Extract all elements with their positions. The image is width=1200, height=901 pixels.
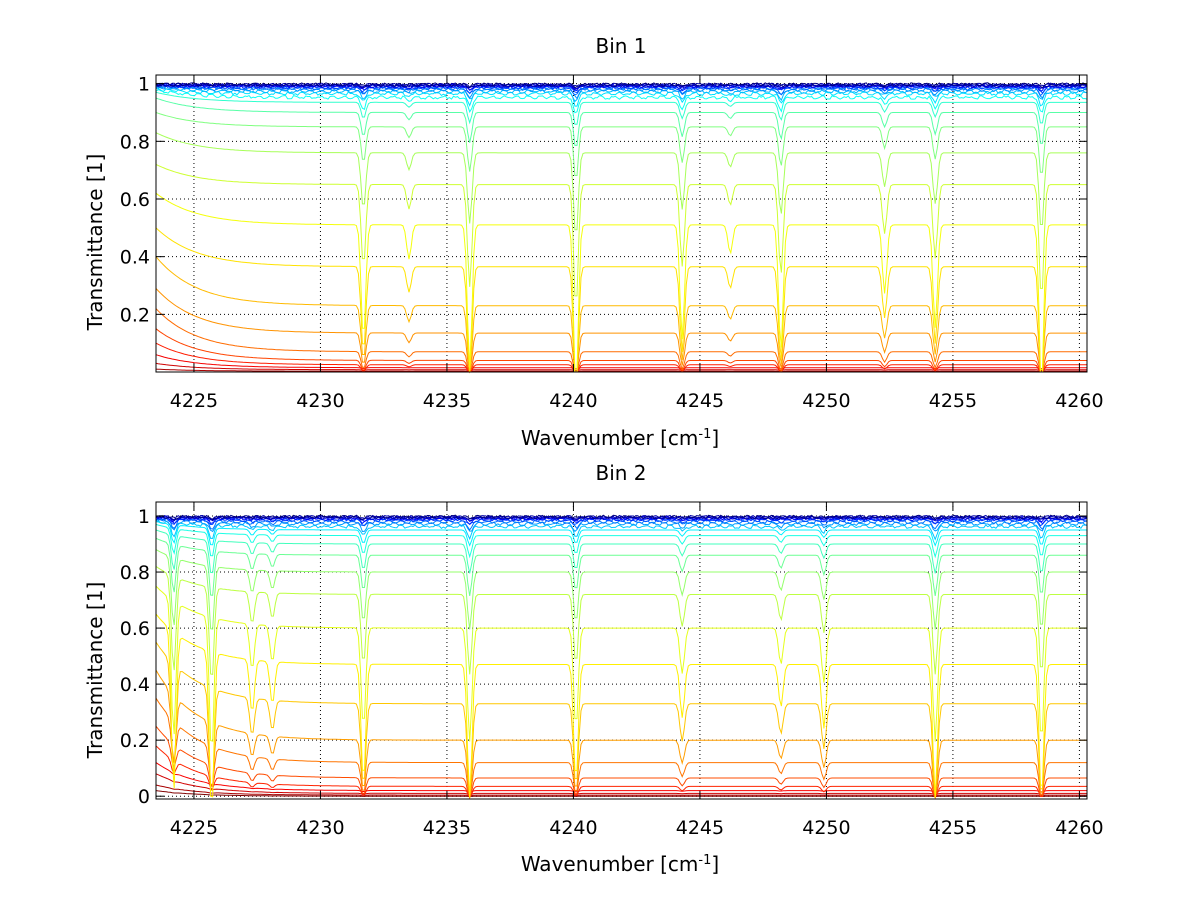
series-lines [155,82,1088,374]
x-tick-label: 4260 [1055,817,1103,839]
series-line [155,514,1088,522]
series-line [155,537,1087,596]
y-axis-title: Transmittance [1] [83,582,107,760]
series-line [155,368,1087,373]
x-tick-label: 4230 [296,390,344,412]
axes-frame [155,74,1088,373]
series-line [155,518,1088,541]
series-line [155,256,1087,373]
y-axis-title: Transmittance [1] [83,154,107,332]
series-line [155,192,1087,373]
series-line [155,163,1087,297]
x-tick-label: 4255 [929,817,977,839]
subplot-bin-1: Bin 1 4225 4230 4235 4240 4245 4250 4255 4260 0… [83,34,1104,450]
x-tick-label: 4250 [802,817,850,839]
x-tick-labels: 4225 4230 4235 4240 4245 4250 4255 4260 [170,817,1104,839]
series-line [155,112,1087,176]
series-line [155,641,1087,798]
tick-marks [156,75,1087,372]
series-line [155,521,1087,547]
grid-lines [156,75,1087,372]
x-axis-title: Wavenumber [cm-1] [521,852,719,876]
series-line [155,565,1087,675]
series-line [155,773,1087,795]
x-tick-labels: 4225 4230 4235 4240 4245 4250 4255 4260 [170,390,1104,412]
series-line [155,745,1087,799]
y-tick-label: 0.8 [120,131,150,153]
series-line [155,697,1087,798]
x-tick-label: 4245 [676,390,724,412]
y-tick-label: 0 [138,786,150,808]
series-line [155,227,1087,373]
y-tick-label: 0.6 [120,189,150,211]
x-tick-label: 4260 [1055,390,1103,412]
grid-lines [156,502,1087,799]
x-tick-label: 4225 [170,817,218,839]
series-line [155,88,1088,114]
series-line [155,308,1087,374]
series-lines [155,514,1088,800]
x-tick-label: 4240 [549,390,597,412]
series-line [155,362,1087,371]
x-tick-label: 4250 [802,390,850,412]
y-tick-label: 1 [138,506,150,528]
series-line [155,132,1087,231]
x-tick-label: 4240 [549,817,597,839]
x-tick-label: 4245 [676,817,724,839]
y-tick-labels: 0 0.2 0.4 0.6 0.8 1 [120,506,150,808]
series-line [155,288,1087,373]
series-line [155,83,1088,92]
y-tick-label: 0.2 [120,304,150,326]
tick-marks [156,502,1087,799]
series-line [155,549,1087,630]
series-line [155,669,1087,798]
y-tick-label: 0.4 [120,674,150,696]
y-tick-label: 0.4 [120,247,150,269]
series-line [155,82,1088,89]
plot-title-bin-2: Bin 2 [595,461,646,485]
series-line [155,613,1087,798]
y-tick-label: 1 [138,74,150,96]
series-line [155,784,1087,797]
series-line [155,328,1087,373]
series-line [155,790,1087,798]
series-line [155,725,1087,800]
y-tick-labels: 0.2 0.4 0.6 0.8 1 [120,74,150,327]
x-tick-label: 4225 [170,390,218,412]
x-tick-label: 4230 [296,817,344,839]
series-line [155,514,1088,521]
series-line [155,529,1087,574]
subplot-bin-2: Bin 2 4225 4230 4235 4240 4245 4250 4255 4260 0… [83,461,1104,876]
x-tick-label: 4255 [929,390,977,412]
x-axis-title: Wavenumber [cm-1] [521,426,719,450]
series-line [155,585,1087,742]
y-tick-label: 0.8 [120,562,150,584]
series-line [155,515,1088,523]
x-tick-label: 4235 [423,390,471,412]
series-line [155,97,1087,146]
series-line [155,342,1087,373]
x-tick-label: 4235 [423,817,471,839]
series-line [155,91,1087,125]
y-tick-label: 0.2 [120,730,150,752]
plot-title-bin-1: Bin 1 [595,34,646,58]
y-tick-label: 0.6 [120,618,150,640]
axes-frame [155,501,1088,800]
series-line [155,523,1087,559]
series-line [155,86,1088,107]
